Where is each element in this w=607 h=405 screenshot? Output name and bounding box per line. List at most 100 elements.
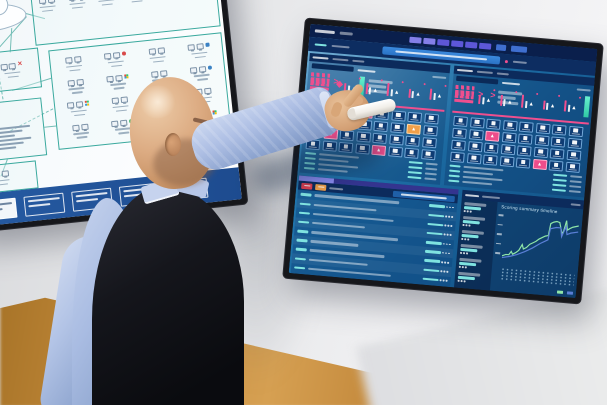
time-blur bbox=[449, 164, 461, 168]
computer-icon bbox=[159, 69, 168, 77]
entry-text-blur bbox=[569, 179, 582, 184]
subheader-text-blur bbox=[432, 75, 447, 79]
host-label-blur bbox=[521, 128, 531, 131]
computer-icon bbox=[104, 53, 112, 60]
chevron-group: > bbox=[333, 76, 339, 86]
status-tile bbox=[421, 136, 437, 148]
dashboard-bottom-row: Scoring summary timeline bbox=[290, 175, 585, 299]
cluster-icons bbox=[38, 0, 55, 5]
remaining-time-blur bbox=[423, 259, 441, 264]
host-icon bbox=[377, 135, 383, 140]
time-blur bbox=[449, 169, 461, 173]
log-row-right bbox=[426, 231, 452, 237]
progress-segment bbox=[478, 42, 492, 50]
progress-segment bbox=[423, 37, 436, 45]
computer-icon bbox=[157, 47, 165, 55]
label-blur bbox=[42, 9, 54, 12]
subheader-text-blur bbox=[357, 68, 376, 73]
host-label-blur bbox=[569, 157, 578, 159]
host-icon bbox=[428, 115, 434, 120]
sidebar-entry bbox=[457, 272, 489, 284]
label-blur bbox=[0, 178, 10, 182]
status-tile bbox=[486, 118, 501, 130]
status-tile: ▲ bbox=[406, 123, 422, 135]
host-label-blur bbox=[360, 126, 369, 129]
time-blur bbox=[552, 183, 567, 187]
windows-logo-icon bbox=[211, 109, 217, 115]
topbar-button-blur bbox=[495, 43, 507, 51]
cluster-icons: ✕ bbox=[0, 61, 23, 71]
host-icon bbox=[553, 162, 559, 167]
host-icon bbox=[571, 152, 576, 157]
host-cluster bbox=[38, 0, 56, 12]
entry-icons bbox=[457, 280, 488, 284]
series-baseline-score bbox=[502, 221, 579, 264]
host-icon bbox=[538, 149, 544, 154]
log-icon-dot bbox=[446, 243, 448, 245]
status-tile bbox=[450, 151, 465, 163]
host-icon bbox=[409, 150, 415, 155]
status-tile bbox=[515, 156, 531, 169]
log-icon-dot bbox=[442, 242, 445, 245]
entry-text-blur bbox=[424, 177, 437, 181]
panel-tab-blur bbox=[456, 68, 474, 73]
host-label-blur bbox=[553, 143, 562, 146]
status-tile bbox=[567, 137, 582, 149]
event-log-panel bbox=[290, 175, 459, 288]
computer-icon bbox=[114, 74, 123, 82]
decor bbox=[454, 98, 474, 104]
entry-icon-dot bbox=[461, 266, 464, 269]
status-tile bbox=[535, 122, 551, 134]
label-blur bbox=[73, 131, 90, 136]
host-icon bbox=[504, 158, 510, 163]
cluster-icons bbox=[104, 51, 126, 60]
time-blur bbox=[553, 173, 568, 177]
host-cluster: ✕ bbox=[0, 61, 23, 78]
status-tile bbox=[468, 128, 484, 140]
label-blur bbox=[131, 0, 143, 3]
log-rows bbox=[291, 189, 458, 285]
host-cluster bbox=[127, 0, 144, 3]
label-blur bbox=[149, 55, 166, 60]
mini-gauge: ▲ bbox=[563, 95, 582, 112]
status-tile bbox=[568, 125, 584, 137]
topbar-text-blur bbox=[314, 29, 335, 34]
log-icon-dot bbox=[442, 279, 445, 282]
host-cluster bbox=[187, 42, 211, 59]
status-tile bbox=[501, 131, 517, 143]
gauge-bar-pink bbox=[542, 100, 546, 110]
computer-icon bbox=[68, 0, 77, 1]
computer-icon bbox=[198, 65, 207, 73]
mini-gauge: ▲ bbox=[521, 92, 539, 109]
diagram-left-group: ✕ bbox=[0, 47, 43, 94]
footer-label-blur bbox=[0, 202, 13, 208]
host-label-blur bbox=[390, 153, 399, 156]
status-tile bbox=[533, 146, 549, 158]
cloud-icon bbox=[0, 0, 30, 38]
host-label-blur bbox=[391, 141, 400, 144]
log-icon-dot bbox=[451, 215, 454, 218]
gauge-dot bbox=[380, 79, 383, 82]
host-icon bbox=[507, 122, 513, 127]
decor bbox=[310, 77, 330, 87]
panel-tab-blur bbox=[352, 59, 365, 63]
status-tile bbox=[548, 159, 564, 172]
label-blur bbox=[7, 75, 19, 78]
host-icon bbox=[554, 150, 560, 155]
host-label-blur bbox=[454, 147, 463, 149]
host-label-blur bbox=[455, 135, 464, 137]
host-icon bbox=[427, 127, 433, 132]
host-cluster bbox=[68, 0, 86, 9]
host-icon bbox=[474, 119, 480, 124]
sidebar-entry bbox=[462, 216, 493, 228]
host-icon bbox=[394, 124, 400, 129]
gauge-bar-pink bbox=[563, 100, 567, 112]
entry-icon-dot bbox=[468, 224, 471, 227]
computer-icon bbox=[119, 119, 128, 127]
host-cluster bbox=[66, 100, 90, 117]
progress-segment bbox=[451, 39, 464, 47]
topbar-text-blur bbox=[339, 31, 353, 36]
windows-logo-icon bbox=[84, 100, 90, 106]
log-icon-dot bbox=[445, 252, 447, 255]
banner-text-blur bbox=[395, 50, 488, 61]
